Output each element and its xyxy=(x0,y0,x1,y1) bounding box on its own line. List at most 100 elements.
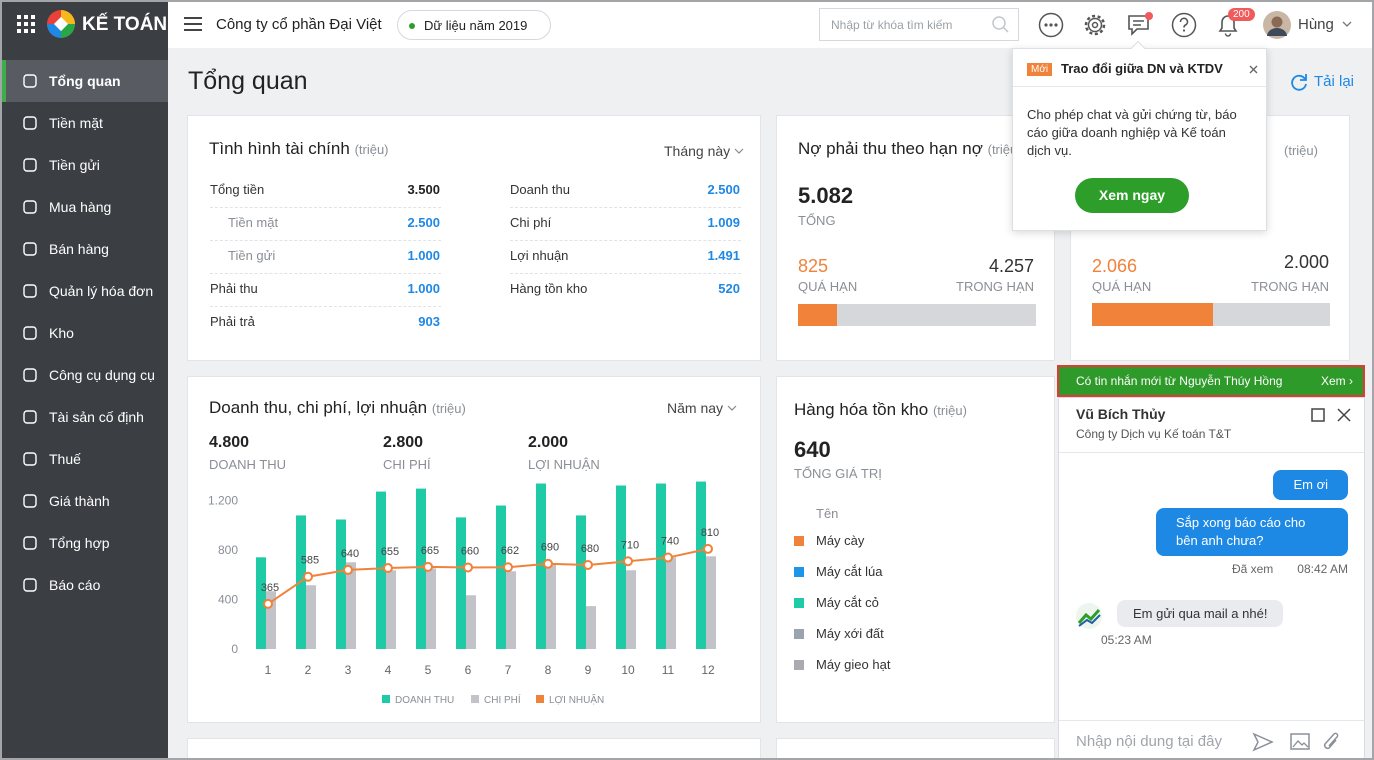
more-icon[interactable] xyxy=(1038,12,1064,38)
nav-label: Mua hàng xyxy=(49,199,111,215)
message-meta: Đã xem08:42 AM xyxy=(1232,562,1348,576)
chat-actions[interactable] xyxy=(1252,731,1352,753)
item-name: Máy cày xyxy=(816,533,864,548)
nav-item[interactable]: Giá thành xyxy=(2,480,168,522)
x-tick-label: 9 xyxy=(585,663,592,677)
bar xyxy=(586,606,596,649)
overdue-label: QUÁ HẠN xyxy=(798,279,857,294)
bar xyxy=(466,595,476,649)
close-icon[interactable] xyxy=(1249,65,1258,74)
progress-bar xyxy=(1092,303,1330,326)
row-label: Hàng tồn kho xyxy=(510,281,587,296)
in-term-value: 2.000 xyxy=(1284,252,1329,273)
received-message: Em gửi qua mail a nhé! xyxy=(1117,600,1283,627)
row-value: 2.500 xyxy=(707,182,740,197)
reload-button[interactable]: Tải lại xyxy=(1290,73,1354,90)
legend-swatch xyxy=(794,629,804,639)
x-tick-label: 1 xyxy=(265,663,272,677)
period-selector[interactable]: Tháng này xyxy=(664,143,744,159)
data-label: 665 xyxy=(421,545,439,557)
summary-label: LỢI NHUẬN xyxy=(528,457,600,472)
row-value: 3.500 xyxy=(407,182,440,197)
nav-item[interactable]: Tiền mặt xyxy=(2,102,168,144)
help-icon[interactable] xyxy=(1171,12,1197,38)
item-name: Máy xới đất xyxy=(816,626,884,641)
year-selector[interactable]: Dữ liệu năm 2019 xyxy=(397,10,551,40)
summary-value: 2.000 xyxy=(528,434,568,452)
y-tick-label: 0 xyxy=(231,642,238,656)
apps-icon[interactable] xyxy=(16,14,36,34)
card-title: Nợ phải thu theo hạn nợ (triệu) xyxy=(798,139,1022,159)
nav-item[interactable]: Công cụ dụng cụ xyxy=(2,354,168,396)
bar xyxy=(346,562,356,649)
row-divider xyxy=(210,306,441,307)
unit: (triệu) xyxy=(355,142,389,157)
bar xyxy=(496,506,506,649)
legend-label: CHI PHÍ xyxy=(484,693,521,706)
row-label: Phải thu xyxy=(210,281,258,296)
chat-banner[interactable]: Có tin nhắn mới từ Nguyễn Thúy Hồng Xem … xyxy=(1057,365,1365,397)
bar xyxy=(576,515,586,649)
user-name[interactable]: Hùng xyxy=(1298,16,1334,33)
row-label: Lợi nhuận xyxy=(510,248,568,263)
bar xyxy=(626,570,636,649)
in-term-value: 4.257 xyxy=(989,256,1034,277)
nav-item[interactable]: Tài sản cố định xyxy=(2,396,168,438)
row-label: Doanh thu xyxy=(510,182,570,197)
company-name[interactable]: Công ty cổ phần Đại Việt xyxy=(216,16,382,33)
row-value: 2.500 xyxy=(407,215,440,230)
nav-item[interactable]: Tiền gửi xyxy=(2,144,168,186)
data-label: 662 xyxy=(501,545,519,557)
inventory-card: Hàng hóa tồn kho (triệu) 640 TỔNG GIÁ TR… xyxy=(776,376,1055,723)
nav-item[interactable]: Quản lý hóa đơn xyxy=(2,270,168,312)
search-box[interactable]: Nhập từ khóa tìm kiếm xyxy=(819,8,1019,41)
row-label: Tiền mặt xyxy=(228,215,278,230)
settings-icon[interactable] xyxy=(1082,12,1108,38)
nav-label: Quản lý hóa đơn xyxy=(49,283,153,299)
nav-item[interactable]: Tổng hợp xyxy=(2,522,168,564)
nav-item[interactable]: Mua hàng xyxy=(2,186,168,228)
unit: (triệu) xyxy=(1284,143,1318,158)
chat-icon[interactable] xyxy=(1126,10,1154,38)
legend-swatch xyxy=(536,695,544,703)
row-label: Tổng tiền xyxy=(210,182,264,197)
avatar[interactable] xyxy=(1263,11,1291,39)
nav-item[interactable]: Tổng quan xyxy=(2,60,168,102)
nav: Tổng quanTiền mặtTiền gửi Mua hàng Bán hàn… xyxy=(2,60,168,606)
bar xyxy=(546,563,556,649)
bar xyxy=(456,517,466,649)
chat-input[interactable]: Nhập nội dung tại đây xyxy=(1076,733,1222,750)
nav-item[interactable]: Báo cáo xyxy=(2,564,168,606)
contact-company: Công ty Dịch vụ Kế toán T&T xyxy=(1076,427,1231,441)
bar xyxy=(616,486,626,649)
menu-icon[interactable] xyxy=(184,16,202,32)
row-divider xyxy=(210,207,441,208)
line-point xyxy=(704,545,712,553)
x-tick-label: 5 xyxy=(425,663,432,677)
banner-action[interactable]: Xem › xyxy=(1321,374,1353,388)
summary-label: DOANH THU xyxy=(209,457,286,472)
chart: 04008001.2001234567891011123655856406556… xyxy=(188,377,760,722)
row-value: 1.000 xyxy=(407,248,440,263)
x-tick-label: 2 xyxy=(305,663,312,677)
bar xyxy=(426,568,436,649)
nav-label: Tài sản cố định xyxy=(49,409,144,425)
nav-item[interactable]: Thuế xyxy=(2,438,168,480)
row-divider xyxy=(510,207,741,208)
close-icon[interactable] xyxy=(1337,408,1351,422)
data-label: 655 xyxy=(381,546,399,558)
legend-swatch xyxy=(794,567,804,577)
maximize-icon[interactable] xyxy=(1311,408,1325,422)
contact-avatar xyxy=(1075,602,1103,630)
card xyxy=(776,738,1055,760)
item-name: Máy cắt cỏ xyxy=(816,595,879,610)
view-now-button[interactable]: Xem ngay xyxy=(1075,178,1189,213)
title-text: Tình hình tài chính xyxy=(209,139,350,158)
line-point xyxy=(304,573,312,581)
column-header: Tên xyxy=(816,506,838,521)
nav-item[interactable]: Kho xyxy=(2,312,168,354)
search-placeholder: Nhập từ khóa tìm kiếm xyxy=(831,18,952,32)
logo xyxy=(46,9,76,39)
nav-item[interactable]: Bán hàng xyxy=(2,228,168,270)
nav-label: Bán hàng xyxy=(49,241,109,257)
